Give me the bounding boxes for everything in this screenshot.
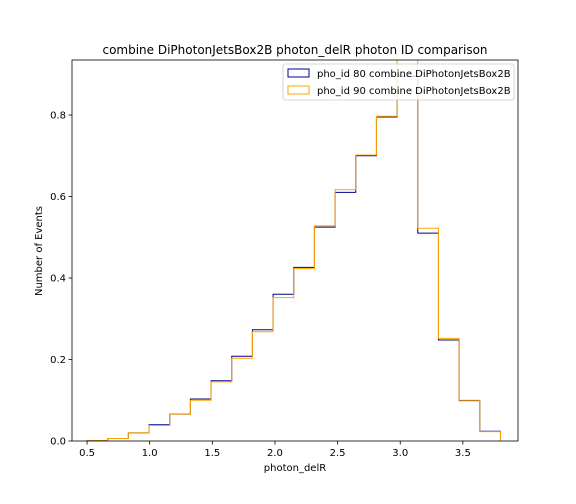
y-tick-label: 0.2 xyxy=(50,355,66,366)
x-axis-ticks: 0.5 1.0 1.5 2.0 2.5 3.0 3.5 xyxy=(79,441,471,459)
plot-frame xyxy=(71,59,519,442)
x-tick-label: 1.0 xyxy=(142,448,158,459)
x-tick-label: 0.5 xyxy=(79,448,95,459)
x-tick-label: 1.5 xyxy=(204,448,220,459)
legend: pho_id 80 combine DiPhotonJetsBox2B pho_… xyxy=(282,63,515,101)
legend-swatch-pho-id-80 xyxy=(287,68,310,78)
y-axis-label: Number of Events xyxy=(34,206,45,296)
series-group xyxy=(86,60,501,441)
series-step-1 xyxy=(86,60,501,441)
plot-background xyxy=(72,60,518,441)
y-tick-label: 0.4 xyxy=(50,274,66,285)
x-axis-label: photon_delR xyxy=(264,463,326,474)
y-tick-label: 0.8 xyxy=(50,111,66,122)
legend-label-pho-id-90: pho_id 90 combine DiPhotonJetsBox2B xyxy=(317,86,511,97)
x-tick-label: 2.5 xyxy=(330,448,346,459)
legend-frame xyxy=(282,63,515,101)
legend-swatch-pho-id-90 xyxy=(287,85,310,95)
x-tick-label: 3.5 xyxy=(455,448,471,459)
y-axis-ticks: 0.0 0.2 0.4 0.6 0.8 xyxy=(50,111,72,448)
y-tick-label: 0.0 xyxy=(50,437,66,448)
legend-label-pho-id-80: pho_id 80 combine DiPhotonJetsBox2B xyxy=(317,69,511,80)
plot-area xyxy=(71,59,519,442)
x-tick-label: 3.0 xyxy=(392,448,408,459)
chart-title: combine DiPhotonJetsBox2B photon_delR ph… xyxy=(102,43,487,57)
y-tick-label: 0.6 xyxy=(50,192,66,203)
x-tick-label: 2.0 xyxy=(267,448,283,459)
